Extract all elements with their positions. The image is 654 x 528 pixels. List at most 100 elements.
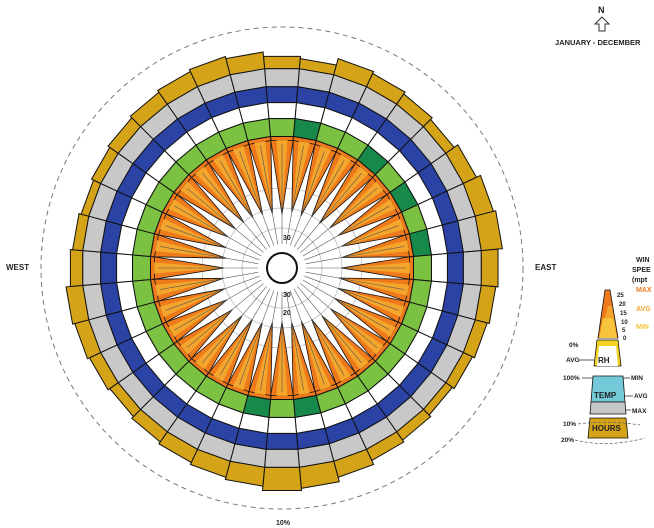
legend-tick-10: 10 bbox=[621, 320, 628, 326]
west-label: WEST bbox=[6, 263, 29, 272]
speed-avg-spoke bbox=[155, 240, 223, 258]
speed-spoke-line bbox=[239, 151, 275, 246]
legend-speed-min-wedge bbox=[599, 318, 617, 338]
speed-avg-spoke bbox=[312, 154, 351, 215]
east-label: EAST bbox=[535, 263, 556, 272]
speed-spoke-line bbox=[219, 160, 271, 248]
speed-spoke-line bbox=[302, 205, 390, 257]
speed-spoke-line bbox=[165, 225, 260, 261]
legend-tick-20: 20 bbox=[619, 302, 626, 308]
legend-rh-inner bbox=[597, 346, 618, 366]
speed-avg-spoke bbox=[302, 324, 331, 391]
rh-outer-white-sector bbox=[116, 252, 134, 284]
inner-ring-label-20: 20 bbox=[283, 310, 291, 317]
speed-avg-spoke bbox=[292, 141, 310, 209]
speed-spoke-line bbox=[159, 271, 259, 290]
legend-rh-avg: AVG bbox=[566, 357, 580, 364]
speed-spoke-line bbox=[202, 286, 267, 364]
temp-outer-sector bbox=[82, 250, 102, 286]
speed-spoke-line bbox=[260, 145, 279, 245]
legend-tick-15: 15 bbox=[620, 311, 627, 317]
speed-avg-spoke bbox=[168, 300, 227, 337]
speed-spoke-line bbox=[300, 283, 378, 348]
speed-spoke-line bbox=[293, 288, 345, 376]
speed-spoke-line bbox=[285, 291, 304, 391]
legend-temp-min: MIN bbox=[631, 375, 643, 382]
speed-avg-spoke bbox=[233, 325, 261, 391]
temp-outer-sector bbox=[264, 68, 300, 88]
speed-avg-spoke bbox=[159, 219, 225, 247]
north-label: N bbox=[598, 5, 605, 15]
speed-spoke-line bbox=[297, 172, 362, 250]
speed-avg-spoke bbox=[337, 199, 396, 236]
speed-spoke-line bbox=[293, 160, 345, 248]
legend-title-line1: WIN bbox=[636, 257, 650, 264]
temp-outer-sector bbox=[264, 448, 300, 468]
speed-spoke-line bbox=[289, 290, 325, 385]
speed-spoke-line bbox=[304, 225, 399, 261]
hours-band-sector bbox=[261, 466, 303, 491]
speed-spoke-line bbox=[300, 188, 378, 253]
speed-spoke-line bbox=[285, 145, 304, 245]
legend-hours-20: 20% bbox=[561, 437, 574, 444]
speed-avg-spoke bbox=[213, 154, 252, 216]
legend-max-label: MAX bbox=[636, 287, 652, 294]
speed-spoke-line bbox=[174, 205, 262, 257]
legend-min-label: MIN bbox=[636, 324, 649, 331]
outer-hours-reference-circle bbox=[40, 26, 524, 510]
rh-outer-white-sector bbox=[266, 102, 298, 120]
rh-band-sector bbox=[268, 399, 296, 418]
speed-spoke-line bbox=[186, 283, 264, 348]
legend-temp-avg: AVG bbox=[634, 393, 648, 400]
speed-avg-spoke bbox=[254, 327, 272, 395]
speed-spoke-line bbox=[260, 291, 279, 391]
speed-avg-spoke bbox=[312, 321, 351, 382]
outer-ring-percent-label: 10% bbox=[276, 520, 291, 527]
legend-temp-max: MAX bbox=[632, 408, 647, 415]
speed-avg-spoke bbox=[339, 289, 405, 317]
legend-rh-max-pct: 100% bbox=[563, 375, 580, 382]
speed-spoke-line bbox=[305, 246, 405, 265]
legend-hours-10: 10% bbox=[563, 421, 576, 428]
speed-avg-spoke bbox=[292, 326, 310, 395]
legend-rh-label: RH bbox=[598, 356, 610, 365]
speed-avg-spoke bbox=[159, 289, 223, 317]
speed-spokes bbox=[154, 140, 410, 396]
speed-spoke-line bbox=[305, 271, 405, 290]
legend-avg-label: AVG bbox=[636, 306, 651, 313]
center-hole bbox=[266, 252, 298, 284]
rh-band-sector bbox=[132, 254, 151, 282]
temp-band-sector bbox=[265, 86, 299, 104]
legend-temp-outer bbox=[589, 401, 627, 415]
temp-band-sector bbox=[100, 251, 118, 285]
speed-avg-spoke bbox=[336, 299, 396, 337]
legend-hours-arc bbox=[577, 421, 641, 426]
inner-ring-label-30: 30 bbox=[283, 292, 291, 299]
speed-spoke-line bbox=[302, 279, 390, 331]
rh-outer-white-sector bbox=[430, 252, 448, 284]
legend-hours-label: HOURS bbox=[592, 424, 622, 433]
legend: WIN SPEE (mpt MAX AVG MIN 25 20 15 10 5 … bbox=[561, 257, 652, 444]
speed-avg-spoke bbox=[302, 145, 331, 213]
speed-spoke-line bbox=[239, 290, 275, 385]
speed-spoke-line bbox=[202, 172, 267, 250]
temp-band-sector bbox=[446, 251, 464, 285]
rh-band-sector bbox=[268, 118, 296, 137]
hours-band-sector bbox=[69, 248, 84, 288]
speed-avg-spoke bbox=[254, 141, 272, 210]
legend-temp-label: TEMP bbox=[594, 391, 617, 400]
speed-spoke-line bbox=[165, 275, 260, 311]
legend-hours-arc bbox=[574, 437, 646, 444]
hours-band-sector bbox=[480, 248, 499, 288]
speed-avg-spoke bbox=[168, 199, 228, 237]
hours-band-sector bbox=[262, 55, 302, 70]
north-arrow-icon bbox=[593, 16, 611, 32]
speed-avg-spoke bbox=[341, 278, 409, 296]
legend-tick-0: 0 bbox=[623, 336, 627, 342]
chart-title: JANUARY - DECEMBER bbox=[555, 38, 641, 47]
temp-outer-sector bbox=[462, 250, 482, 286]
legend-tick-5: 5 bbox=[622, 328, 626, 334]
temp-band-sector bbox=[265, 432, 299, 450]
speed-spoke-line bbox=[289, 151, 325, 246]
speed-spoke-line bbox=[159, 246, 259, 265]
